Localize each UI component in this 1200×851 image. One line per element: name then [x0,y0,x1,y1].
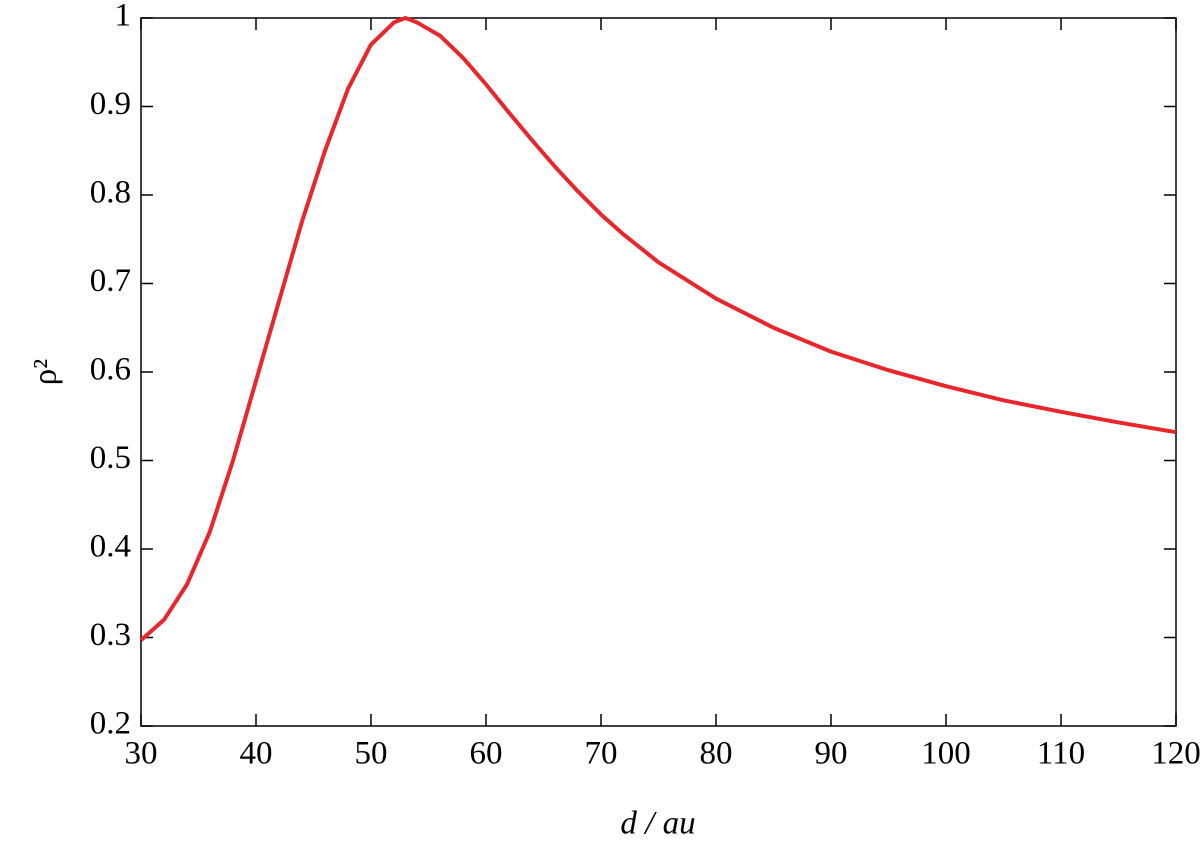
y-axis-label: ρ² [28,359,64,385]
y-tick-label: 0.4 [90,529,131,565]
plot-frame [140,17,1177,727]
x-tick-label: 50 [355,736,388,772]
data-line [139,16,1177,642]
y-tick-label: 0.2 [90,706,131,742]
y-tick-label: 0.9 [90,86,131,122]
y-tick-label: 0.5 [90,440,131,476]
y-tick-label: 1 [115,0,132,34]
x-tick-label: 100 [921,736,971,772]
x-tick-label: 40 [240,736,273,772]
x-tick-label: 120 [1151,736,1200,772]
x-tick-label: 80 [700,736,733,772]
y-tick-label: 0.3 [90,617,131,653]
x-tick-label: 70 [585,736,618,772]
x-tick-label: 60 [470,736,503,772]
x-axis-label: d / au [620,806,695,842]
y-tick-label: 0.8 [90,175,131,211]
y-tick-label: 0.6 [90,352,131,388]
x-tick-label: 110 [1037,736,1085,772]
x-tick-label: 30 [125,736,158,772]
y-tick-label: 0.7 [90,263,131,299]
x-tick-label: 90 [815,736,848,772]
